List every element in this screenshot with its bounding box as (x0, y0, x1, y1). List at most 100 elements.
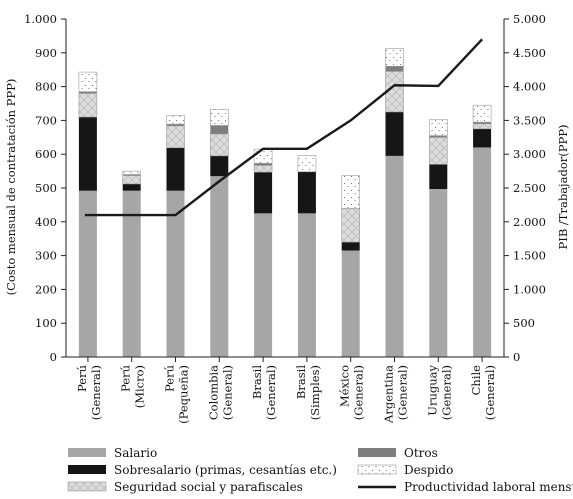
bar-stack (210, 108, 229, 357)
bar-segment-otros (78, 91, 97, 94)
bar-segment-seguridad (253, 165, 273, 173)
bar-segment-salario (473, 147, 492, 357)
bar-segment-seguridad (472, 123, 492, 130)
bar-segment-sobresalario (78, 117, 97, 191)
category-label: Uruguay(General) (425, 364, 453, 420)
legend-swatch (358, 448, 396, 457)
bar-segment-otros (254, 163, 273, 166)
bar-segment-despido (341, 175, 361, 209)
bar-segment-despido (122, 170, 141, 175)
legend-label: Productividad laboral mensual (404, 480, 573, 494)
legend-label: Seguridad social y parafiscales (114, 480, 303, 494)
bar-segment-seguridad (122, 175, 141, 185)
productivity-line-layer (84, 38, 483, 217)
bar-segment-sobresalario (429, 164, 448, 190)
left-y-axis: 0 100 200 300 400 500 600 700 800 900 1.000 (24, 12, 67, 364)
bar-segment-sobresalario (122, 183, 141, 191)
category-label: Brasil(Simples) (294, 365, 322, 421)
left-tick-label: 700 (35, 113, 57, 127)
bar-segment-salario (297, 213, 316, 357)
category-label: Perú(General) (75, 365, 103, 420)
legend-item: Sobresalario (primas, cesantías etc.) (68, 463, 337, 477)
bar-segment-despido (385, 48, 404, 67)
bar-segment-otros (210, 125, 229, 134)
bar-segment-salario (429, 189, 448, 357)
productivity-line (84, 38, 483, 217)
left-tick-label: 500 (35, 181, 57, 195)
right-tick-label: 4.500 (513, 46, 546, 60)
right-tick-label: 3.000 (513, 147, 546, 161)
legend-label: Otros (404, 446, 438, 460)
right-tick-label: 2.500 (513, 181, 546, 195)
bar-segment-otros (473, 122, 492, 124)
bar-segment-sobresalario (210, 155, 229, 177)
bar-segment-despido (210, 108, 229, 126)
bar-segment-salario (254, 213, 273, 357)
bar-segment-salario (385, 155, 404, 357)
bar-stack (166, 115, 185, 357)
left-tick-label: 1.000 (24, 12, 57, 26)
bar-segment-seguridad (210, 133, 229, 157)
bar-stack (341, 175, 361, 357)
bar-segment-sobresalario (341, 242, 360, 251)
bar-segment-sobresalario (254, 172, 273, 214)
bar-stack (428, 119, 448, 357)
category-label: México(General) (338, 365, 366, 420)
right-tick-label: 3.500 (513, 113, 546, 127)
legend-label: Despido (404, 463, 453, 477)
category-label: Chile(General) (469, 365, 497, 420)
legend-item: Despido (357, 463, 453, 477)
bar-segment-despido (472, 104, 492, 123)
bar-segment-despido (78, 71, 98, 92)
right-axis-title: PIB /Trabajador(PPP) (556, 125, 570, 250)
bar-stack (297, 155, 317, 357)
legend-item: Seguridad social y parafiscales (67, 480, 303, 494)
bar-stacks (78, 48, 492, 357)
bar-segment-seguridad (428, 137, 448, 165)
legend-swatch (357, 464, 397, 475)
bar-stack (78, 71, 98, 357)
category-label: Brasil(General) (250, 365, 278, 421)
bar-stack (253, 148, 273, 357)
bar-segment-otros (122, 174, 141, 176)
bar-segment-sobresalario (166, 147, 185, 191)
bar-segment-otros (166, 124, 185, 126)
right-tick-label: 0 (513, 350, 520, 364)
bar-segment-despido (166, 115, 185, 125)
bar-stack (122, 170, 141, 357)
right-tick-label: 4.000 (513, 80, 546, 94)
bar-segment-seguridad (78, 93, 98, 118)
bar-segment-despido (253, 148, 273, 164)
left-tick-label: 400 (35, 215, 57, 229)
category-label: Perú(Pequeña) (163, 365, 191, 424)
legend-swatch (68, 448, 106, 457)
bar-segment-salario (122, 190, 141, 357)
right-y-axis: 0 500 1.000 1.500 2.000 2.500 3.000 3.500 4.000 4… (503, 12, 546, 364)
left-tick-label: 600 (35, 147, 57, 161)
category-label: Colombia(General) (206, 365, 234, 420)
bar-segment-salario (210, 176, 229, 357)
bar-segment-seguridad (341, 207, 361, 243)
left-tick-label: 0 (50, 350, 57, 364)
legend-item: Salario (68, 446, 157, 460)
right-tick-label: 1.500 (513, 249, 546, 263)
legend: Salario Otros Sobresalario (primas, cesant… (67, 446, 573, 494)
bar-segment-salario (166, 190, 185, 357)
x-axis: Perú(General) Perú(Micro) Perú(Pequeña) Col… (66, 356, 504, 424)
bar-segment-seguridad (166, 125, 185, 149)
bar-stack (472, 104, 492, 357)
right-tick-label: 1.000 (513, 282, 546, 296)
bar-stack (385, 48, 404, 357)
legend-label: Salario (114, 446, 157, 460)
bar-segment-despido (428, 119, 448, 136)
left-tick-label: 200 (35, 282, 57, 296)
legend-swatch (68, 465, 106, 474)
bar-segment-despido (297, 155, 317, 173)
bar-segment-sobresalario (473, 128, 492, 148)
bar-segment-otros (385, 66, 404, 72)
legend-swatch (67, 481, 107, 492)
legend-item: Otros (358, 446, 438, 460)
right-tick-label: 500 (513, 316, 535, 330)
legend-item: Productividad laboral mensual (358, 480, 573, 494)
